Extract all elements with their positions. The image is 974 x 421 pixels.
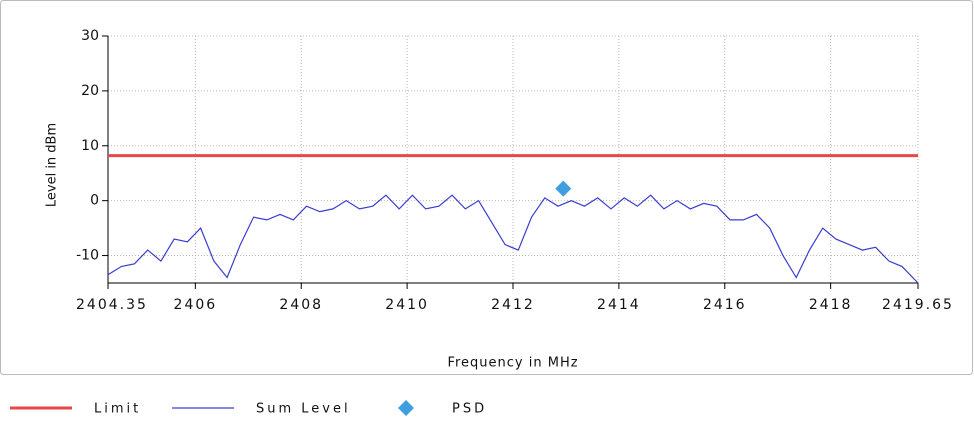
y-tick-label: 30 [81,28,99,44]
x-tick-label: 2408 [279,297,323,313]
x-tick-label: 2406 [174,297,218,313]
x-tick-label: 2410 [385,297,429,313]
y-axis-label: Level in dBm [45,123,60,207]
y-tick-label: 20 [81,83,99,99]
legend-label: PSD [452,402,487,417]
psd-marker [555,180,572,197]
x-tick-label: 2404.35 [76,297,148,313]
legend-label: Limit [94,402,141,417]
y-tick-label: 10 [81,138,99,154]
series-line [107,194,919,284]
legend-swatch [398,400,414,416]
legend-label: Sum Level [256,402,351,417]
x-tick-label: 2412 [491,297,535,313]
x-tick-label: 2419.65 [882,297,954,313]
x-axis-label: Frequency in MHz [447,356,578,371]
y-tick-label: -10 [76,248,99,264]
x-tick-label: 2414 [597,297,641,313]
y-tick-label: 0 [90,193,99,209]
x-tick-label: 2418 [809,297,853,313]
chart-frame [0,0,973,375]
x-tick-label: 2416 [703,297,747,313]
